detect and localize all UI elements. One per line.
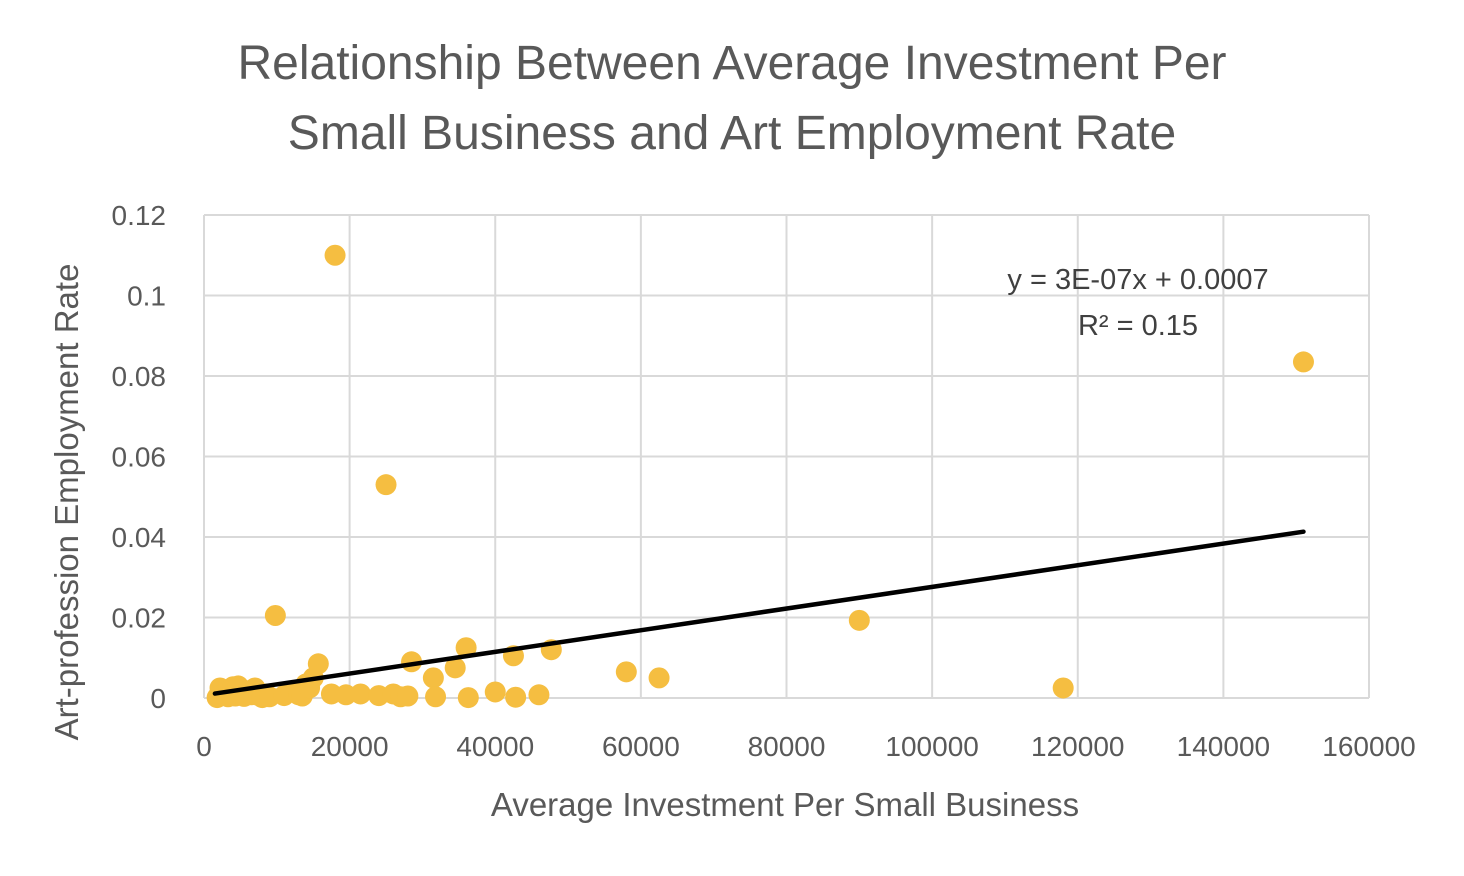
y-tick-label: 0.08 [112, 361, 167, 392]
y-tick-label: 0.04 [112, 522, 167, 553]
data-point [425, 686, 447, 708]
data-point [505, 686, 527, 708]
data-point [457, 687, 479, 709]
x-tick-label: 0 [196, 731, 212, 762]
data-point [397, 685, 419, 707]
data-point [444, 657, 466, 679]
data-point [455, 637, 477, 659]
x-axis-ticks: 0 20000 40000 60000 80000 100000 120000 140000 1… [196, 731, 1416, 762]
y-axis-ticks: 0 0.02 0.04 0.06 0.08 0.1 0.12 [112, 200, 167, 714]
trendline-group [212, 529, 1306, 696]
trendline [212, 529, 1306, 696]
x-tick-label: 160000 [1322, 731, 1415, 762]
trendline-equation: y = 3E-07x + 0.0007 [1007, 264, 1269, 296]
x-tick-label: 120000 [1031, 731, 1124, 762]
data-point [307, 653, 329, 675]
y-tick-label: 0 [150, 683, 166, 714]
data-point [615, 661, 637, 683]
y-tick-label: 0.12 [112, 200, 167, 231]
data-point [375, 474, 397, 496]
chart-title-line-1: Relationship Between Average Investment … [237, 37, 1227, 90]
trendline-r-squared: R² = 0.15 [1077, 310, 1199, 342]
data-point [1052, 677, 1074, 699]
y-axis-title: Art-profession Employment Rate [48, 263, 85, 741]
y-tick-label: 0.1 [127, 281, 166, 312]
x-tick-label: 100000 [885, 731, 978, 762]
data-point [264, 604, 286, 626]
data-point [848, 609, 870, 631]
data-point [324, 244, 346, 266]
gridlines [203, 214, 1370, 699]
data-point [422, 667, 444, 689]
y-tick-label: 0.06 [112, 442, 167, 473]
data-point [484, 681, 506, 703]
y-tick-label: 0.02 [112, 603, 167, 634]
x-tick-label: 40000 [456, 731, 534, 762]
data-point [648, 667, 670, 689]
data-point [350, 683, 372, 705]
x-tick-label: 140000 [1177, 731, 1270, 762]
x-tick-label: 20000 [311, 731, 389, 762]
x-tick-label: 80000 [748, 731, 826, 762]
chart-title-line-2: Small Business and Art Employment Rate [287, 107, 1177, 160]
data-point [1292, 351, 1314, 373]
x-tick-label: 60000 [602, 731, 680, 762]
x-axis-title: Average Investment Per Small Business [490, 786, 1080, 823]
data-point [528, 684, 550, 706]
